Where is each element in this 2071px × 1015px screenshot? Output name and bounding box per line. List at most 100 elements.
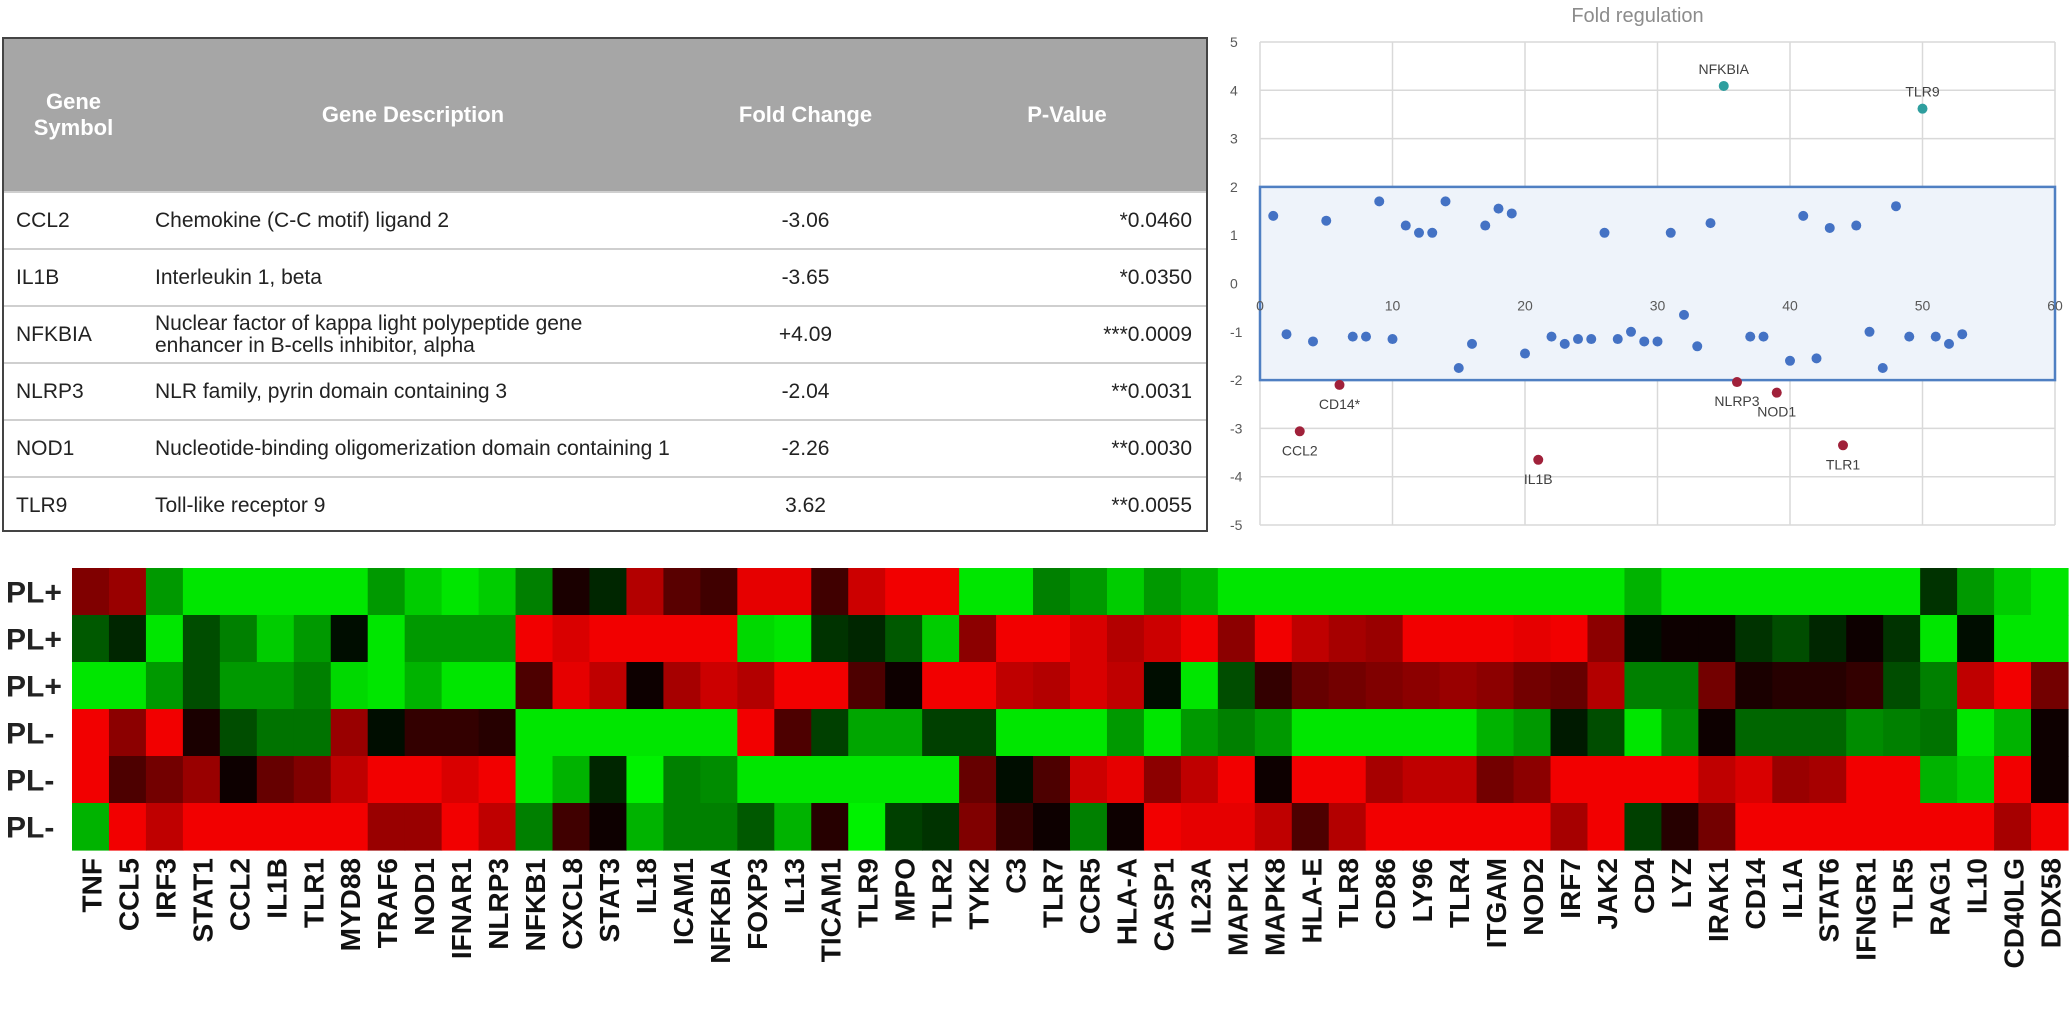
heatmap-cell — [1550, 756, 1589, 804]
heatmap-cell — [1920, 662, 1958, 710]
heatmap-cell — [330, 756, 369, 804]
table-row: CCL2 Chemokine (C-C motif) ligand 2 -3.06 *… — [4, 191, 1206, 249]
heatmap-cell — [959, 756, 997, 804]
heatmap-cell — [330, 662, 369, 710]
heatmap-cell — [552, 709, 591, 757]
heatmap-cell — [1070, 615, 1108, 663]
heatmap-cell — [1513, 615, 1552, 663]
heatmap-gene-label: NOD2 — [1518, 858, 1549, 936]
data-point — [1440, 196, 1451, 207]
heatmap-cell — [72, 615, 110, 663]
heatmap-cell — [2031, 756, 2069, 804]
heatmap-cell — [1513, 756, 1552, 804]
heatmap-cell — [1513, 662, 1552, 710]
heatmap-row-label: PL- — [6, 812, 54, 845]
heatmap-cell — [959, 615, 997, 663]
heatmap-cell — [1587, 756, 1626, 804]
heatmap-cell — [1217, 615, 1256, 663]
data-point — [1851, 220, 1862, 231]
heatmap-cell — [1957, 662, 1995, 710]
heatmap-cell — [1772, 568, 1810, 616]
heatmap-cell — [1772, 756, 1810, 804]
heatmap-cell — [1033, 803, 1071, 851]
heatmap-cell — [996, 568, 1034, 616]
heatmap-cell — [1476, 615, 1515, 663]
heatmap-cell — [404, 756, 443, 804]
heatmap-cell — [1033, 709, 1071, 757]
heatmap-cell — [737, 662, 775, 710]
expression-heatmap: PL+PL+PL+PL-PL-PL-TNF CCL5 IRF3 STAT1 CCL2 IL… — [6, 568, 2069, 968]
heatmap-gene-label: IRF3 — [150, 858, 181, 919]
heatmap-cell — [219, 803, 258, 851]
heatmap-cell — [441, 568, 480, 616]
heatmap-cell — [1291, 756, 1330, 804]
heatmap-gene-label: TNF — [76, 858, 107, 912]
heatmap-gene-label: JAK2 — [1592, 858, 1623, 930]
heatmap-cell — [404, 709, 443, 757]
heatmap-cell — [1624, 615, 1663, 663]
heatmap-cell — [1106, 615, 1145, 663]
heatmap-gene-label: TYK2 — [964, 858, 995, 930]
point-label: NLRP3 — [1714, 393, 1759, 409]
heatmap-gene-label: ICAM1 — [668, 858, 699, 945]
heatmap-cell — [1143, 615, 1182, 663]
data-point — [1957, 329, 1968, 340]
heatmap-cell — [1809, 756, 1847, 804]
data-point — [1308, 336, 1318, 347]
heatmap-cell — [626, 662, 665, 710]
heatmap-cell — [1513, 709, 1552, 757]
cell-p-value: **0.0031 — [928, 362, 1206, 420]
heatmap-gene-label: STAT3 — [594, 858, 625, 943]
heatmap-cell — [1735, 803, 1773, 851]
heatmap-cell — [1735, 662, 1773, 710]
cell-fold-change: -3.65 — [683, 248, 928, 306]
heatmap-gene-label: TICAM1 — [816, 858, 847, 962]
labeled-point — [1917, 103, 1928, 114]
data-point — [1506, 208, 1517, 219]
labeled-point — [1294, 426, 1305, 437]
heatmap-cell — [1033, 756, 1071, 804]
heatmap-cell — [885, 662, 923, 710]
heatmap-cell — [1735, 709, 1773, 757]
cell-p-value: **0.0030 — [928, 419, 1206, 477]
heatmap-cell — [330, 709, 369, 757]
data-point — [1559, 338, 1570, 349]
heatmap-cell — [1476, 709, 1515, 757]
heatmap-gene-label: CD86 — [1370, 858, 1401, 930]
heatmap-cell — [108, 568, 147, 616]
heatmap-cell — [441, 803, 480, 851]
heatmap-cell — [1883, 568, 1921, 616]
heatmap-cell — [1476, 756, 1515, 804]
heatmap-cell — [1957, 568, 1995, 616]
heatmap-cell — [441, 756, 480, 804]
heatmap-cell — [404, 803, 443, 851]
heatmap-cell — [552, 568, 591, 616]
heatmap-cell — [848, 756, 886, 804]
heatmap-gene-label: HLA-A — [1111, 858, 1142, 945]
heatmap-cell — [1033, 662, 1071, 710]
heatmap-cell — [1143, 803, 1182, 851]
heatmap-cell — [1328, 615, 1367, 663]
heatmap-cell — [1920, 756, 1958, 804]
heatmap-cell — [552, 756, 591, 804]
heatmap-cell — [1439, 709, 1478, 757]
heatmap-gene-label: TLR7 — [1038, 858, 1069, 928]
header-p-value: P-Value — [928, 39, 1206, 192]
heatmap-cell — [1994, 803, 2032, 851]
heatmap-cell — [1106, 709, 1145, 757]
heatmap-cell — [72, 568, 110, 616]
y-tick-label: -4 — [1230, 469, 1243, 485]
heatmap-cell — [1033, 568, 1071, 616]
heatmap-gene-label: TLR5 — [1888, 858, 1919, 928]
point-label: TLR1 — [1826, 456, 1860, 472]
heatmap-cell — [922, 615, 960, 663]
heatmap-cell — [811, 756, 849, 804]
heatmap-cell — [1254, 756, 1293, 804]
heatmap-cell — [1402, 709, 1441, 757]
y-tick-label: -1 — [1230, 324, 1243, 340]
heatmap-cell — [219, 756, 258, 804]
header-gene-description: Gene Description — [143, 39, 683, 192]
table-row: NOD1 Nucleotide-binding oligomerization d… — [4, 419, 1206, 477]
data-point — [1480, 220, 1491, 231]
heatmap-gene-label: IL10 — [1962, 858, 1993, 914]
